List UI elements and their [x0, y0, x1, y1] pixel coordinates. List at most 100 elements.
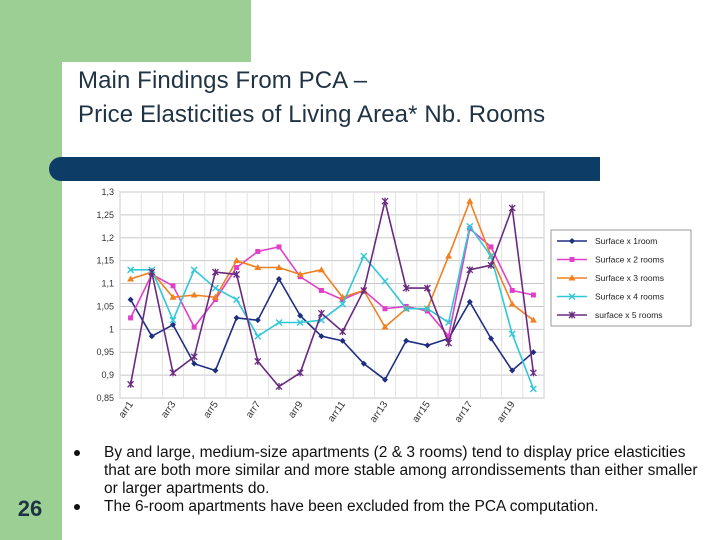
data-point [381, 323, 389, 330]
data-point [191, 324, 197, 330]
legend-item: Surface x 1room [557, 236, 657, 246]
data-point [339, 300, 347, 308]
data-point [529, 369, 537, 377]
series-line [129, 201, 535, 388]
data-point [488, 335, 494, 342]
data-point [169, 293, 177, 300]
series-line [129, 227, 534, 338]
data-point [296, 369, 304, 377]
data-point [211, 293, 219, 300]
data-point [530, 292, 536, 298]
legend-label: Surface x 3 rooms [595, 273, 664, 283]
bullet-item: By and large, medium-size apartments (2 … [74, 444, 714, 498]
data-point [318, 287, 324, 293]
data-point [254, 357, 262, 365]
data-point [569, 238, 575, 244]
bullet-text: The 6-room apartments have been excluded… [104, 498, 599, 515]
data-point [296, 318, 304, 326]
data-point [275, 383, 283, 391]
data-point [233, 257, 241, 264]
data-point [276, 244, 282, 250]
data-point [339, 328, 347, 336]
data-point [127, 296, 134, 303]
data-point [148, 268, 156, 276]
data-point [169, 369, 177, 377]
data-point [488, 244, 494, 250]
data-point [318, 333, 325, 340]
data-point [190, 291, 198, 298]
data-point [446, 333, 452, 339]
data-point [508, 300, 516, 307]
legend-label: Surface x 2 rooms [595, 255, 664, 265]
series [127, 222, 537, 393]
title-line-1: Main Findings From PCA – [78, 67, 368, 94]
data-point [127, 380, 135, 388]
data-point [402, 284, 410, 292]
data-point [296, 270, 304, 277]
x-tick-label: arr5 [202, 399, 221, 420]
data-point [190, 353, 198, 361]
data-point [568, 293, 576, 300]
data-point [445, 339, 453, 347]
data-point [190, 266, 198, 274]
data-point [360, 252, 368, 260]
bullet-item: The 6-room apartments have been excluded… [74, 498, 714, 516]
bullet-list: By and large, medium-size apartments (2 … [74, 444, 714, 516]
decorative-band-side [0, 0, 62, 540]
data-point [254, 332, 262, 340]
data-point [148, 333, 155, 340]
data-point [445, 318, 453, 326]
data-point [529, 316, 537, 323]
data-point [381, 277, 389, 285]
data-point [170, 283, 176, 289]
series-line [130, 198, 534, 329]
data-point [466, 266, 474, 274]
data-point [402, 305, 410, 313]
data-point [339, 337, 346, 344]
data-point [127, 275, 135, 282]
data-point [509, 287, 515, 293]
data-point [509, 367, 516, 374]
data-point [254, 317, 261, 324]
data-point [529, 385, 537, 393]
data-point [212, 367, 219, 374]
data-point [128, 315, 134, 321]
data-point [275, 264, 283, 271]
data-point [508, 204, 516, 212]
data-point [297, 312, 304, 319]
slide-number: 26 [17, 496, 43, 521]
series [127, 197, 537, 391]
legend-label: Surface x 4 rooms [595, 292, 664, 302]
bullet-text: By and large, medium-size apartments (2 … [104, 444, 698, 497]
legend-item: Surface x 2 rooms [557, 255, 664, 265]
legend-label: Surface x 1room [595, 236, 657, 246]
data-point [403, 337, 410, 344]
y-tick-label: 1,2 [101, 233, 114, 243]
data-point [382, 306, 388, 312]
legend-label: surface x 5 rooms [595, 310, 663, 320]
data-point [466, 222, 474, 230]
legend-item: Surface x 4 rooms [557, 292, 664, 302]
data-point [211, 284, 219, 292]
data-point [508, 330, 516, 338]
x-tick-label: arr19 [495, 399, 518, 425]
data-point [466, 298, 473, 305]
data-point [254, 264, 262, 271]
x-tick-label: arr1 [117, 399, 136, 420]
x-tick-label: arr13 [368, 399, 391, 425]
y-tick-label: 0,9 [101, 370, 114, 380]
bullet-dot-icon [74, 504, 80, 510]
x-tick-label: arr11 [326, 399, 348, 424]
y-tick-label: 1 [109, 324, 114, 334]
y-tick-label: 0,95 [96, 347, 114, 357]
legend-item: surface x 5 rooms [557, 310, 663, 320]
data-point [234, 265, 240, 271]
series [127, 275, 537, 383]
data-point [360, 360, 367, 367]
data-point [466, 197, 474, 204]
y-tick-label: 0,85 [96, 393, 114, 403]
data-point [233, 314, 240, 321]
data-point [423, 284, 431, 292]
data-point [275, 318, 283, 326]
data-point [424, 342, 431, 349]
